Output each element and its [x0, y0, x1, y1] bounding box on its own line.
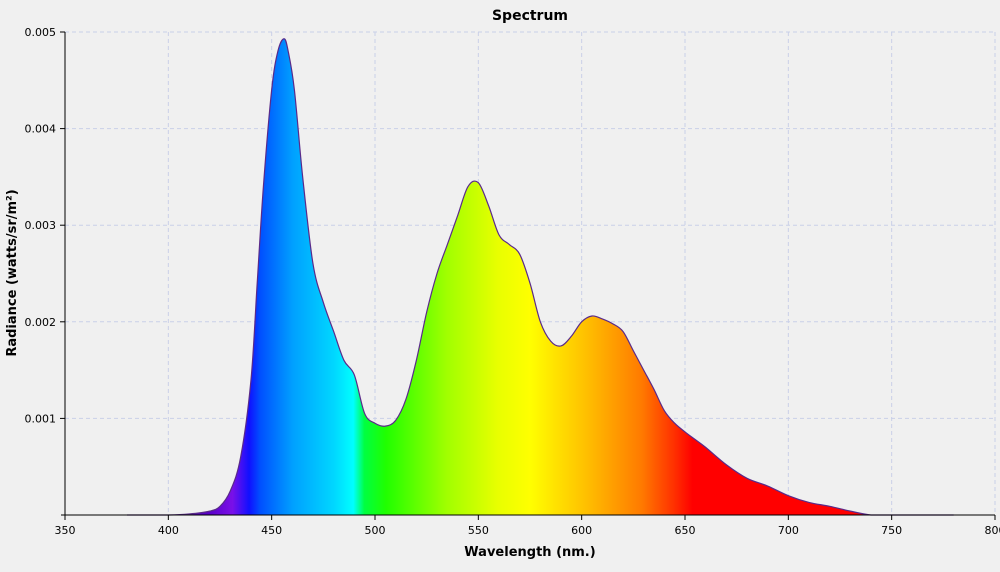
- x-tick-label: 750: [881, 524, 902, 537]
- y-axis-title: Radiance (watts/sr/m²): [5, 189, 20, 356]
- plot-area: [127, 39, 954, 515]
- y-tick-label: 0.001: [25, 412, 57, 425]
- x-tick-label: 700: [778, 524, 799, 537]
- y-tick-label: 0.004: [25, 123, 57, 136]
- x-tick-label: 450: [261, 524, 282, 537]
- x-tick-label: 550: [468, 524, 489, 537]
- y-tick-label: 0.002: [25, 316, 57, 329]
- x-tick-label: 650: [675, 524, 696, 537]
- x-tick-label: 600: [571, 524, 592, 537]
- x-tick-label: 350: [55, 524, 76, 537]
- x-tick-label: 800: [985, 524, 1000, 537]
- spectrum-area: [127, 39, 954, 515]
- x-tick-label: 500: [365, 524, 386, 537]
- x-tick-label: 400: [158, 524, 179, 537]
- x-axis-title: Wavelength (nm.): [464, 545, 595, 560]
- y-tick-label: 0.003: [25, 219, 57, 232]
- chart-title: Spectrum: [492, 8, 568, 24]
- y-tick-label: 0.005: [25, 26, 57, 39]
